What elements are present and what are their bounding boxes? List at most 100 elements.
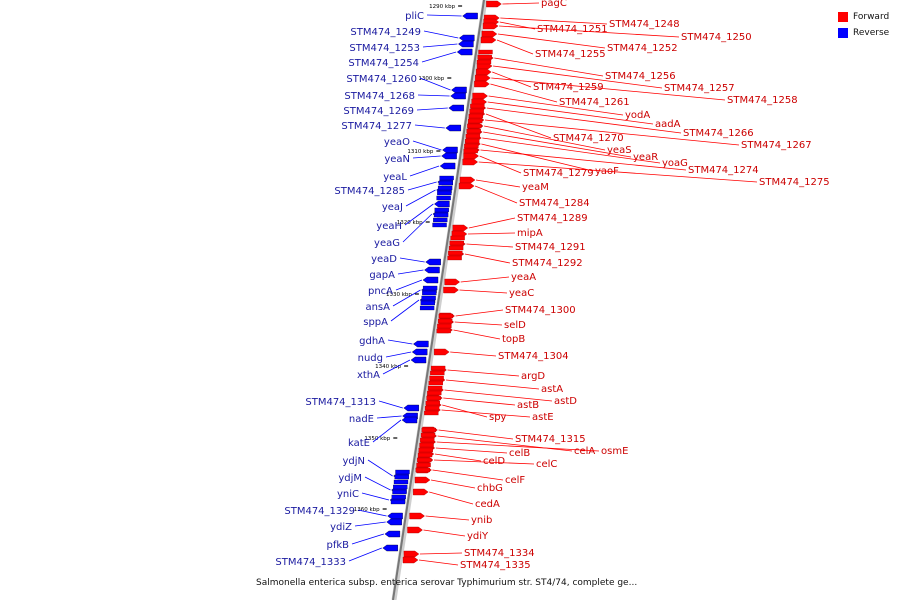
forward-gene-label[interactable]: yoaG bbox=[662, 158, 688, 169]
forward-gene-label[interactable]: yeaC bbox=[509, 288, 534, 299]
forward-gene-label[interactable]: celA bbox=[574, 446, 595, 457]
forward-gene-label[interactable]: STM474_1304 bbox=[498, 351, 569, 362]
legend-reverse[interactable]: Reverse bbox=[838, 25, 889, 41]
reverse-gene-label[interactable]: yeaL bbox=[383, 172, 407, 183]
reverse-gene-label[interactable]: STM474_1333 bbox=[275, 557, 346, 568]
forward-gene-block bbox=[447, 255, 462, 261]
forward-gene-label[interactable]: STM474_1291 bbox=[515, 242, 586, 253]
reverse-gene-label[interactable]: sppA bbox=[363, 317, 388, 328]
reverse-gene-label[interactable]: nudg bbox=[358, 353, 383, 364]
reverse-gene-label[interactable]: pliC bbox=[405, 11, 424, 22]
forward-gene-label[interactable]: yeaM bbox=[522, 182, 549, 193]
reverse-gene-label[interactable]: katE bbox=[348, 438, 370, 449]
forward-gene-label[interactable]: argD bbox=[521, 371, 545, 382]
forward-gene-label[interactable]: celD bbox=[483, 456, 505, 467]
forward-gene-label[interactable]: STM474_1284 bbox=[519, 198, 590, 209]
forward-gene-label[interactable]: STM474_1248 bbox=[609, 19, 680, 30]
forward-gene-leader bbox=[443, 397, 516, 406]
reverse-gene-label[interactable]: ydjM bbox=[338, 473, 362, 484]
forward-gene-leader bbox=[466, 243, 514, 248]
forward-gene-label[interactable]: STM474_1267 bbox=[741, 140, 812, 151]
forward-gene-label[interactable]: STM474_1315 bbox=[515, 434, 586, 445]
reverse-gene-label[interactable]: STM474_1254 bbox=[348, 58, 419, 69]
reverse-gene-label[interactable]: yeaG bbox=[374, 238, 400, 249]
forward-gene-label[interactable]: celF bbox=[505, 475, 525, 486]
reverse-gene-label[interactable]: STM474_1260 bbox=[346, 74, 417, 85]
forward-gene-leader bbox=[425, 515, 470, 521]
forward-gene-label[interactable]: ynib bbox=[471, 515, 492, 526]
forward-gene-label[interactable]: astB bbox=[517, 400, 539, 411]
forward-gene-label[interactable]: STM474_1274 bbox=[688, 165, 759, 176]
forward-gene-label[interactable]: STM474_1279 bbox=[523, 168, 594, 179]
reverse-gene-label[interactable]: yeaO bbox=[384, 137, 410, 148]
forward-gene-label[interactable]: STM474_1256 bbox=[605, 71, 676, 82]
forward-gene-label[interactable]: STM474_1275 bbox=[759, 177, 830, 188]
legend-forward[interactable]: Forward bbox=[838, 9, 889, 25]
reverse-gene-label[interactable]: STM474_1249 bbox=[350, 27, 421, 38]
forward-gene-block bbox=[417, 457, 432, 463]
forward-gene-label[interactable]: selD bbox=[504, 320, 526, 331]
reverse-gene-label[interactable]: pncA bbox=[368, 286, 393, 297]
reverse-gene-label[interactable]: ansA bbox=[365, 302, 390, 313]
forward-gene-label[interactable]: STM474_1334 bbox=[464, 548, 535, 559]
forward-gene-label[interactable]: ydiY bbox=[467, 531, 489, 542]
reverse-gene-label[interactable]: STM474_1313 bbox=[305, 397, 376, 408]
reverse-gene-label[interactable]: STM474_1253 bbox=[349, 43, 420, 54]
forward-gene-label[interactable]: yeaR bbox=[633, 152, 658, 163]
forward-gene-label[interactable]: osmE bbox=[601, 446, 628, 457]
forward-gene-label[interactable]: STM474_1270 bbox=[553, 133, 624, 144]
forward-gene-label[interactable]: cedA bbox=[475, 499, 500, 510]
reverse-gene-label[interactable]: yeaN bbox=[384, 154, 410, 165]
forward-gene-label[interactable]: STM474_1300 bbox=[505, 305, 576, 316]
reverse-gene-label[interactable]: pfkB bbox=[326, 540, 349, 551]
forward-gene-label[interactable]: STM474_1252 bbox=[607, 43, 678, 54]
forward-gene-label[interactable]: STM474_1250 bbox=[681, 32, 752, 43]
forward-gene-label[interactable]: yodA bbox=[625, 110, 650, 121]
reverse-gene-label[interactable]: yeaJ bbox=[382, 202, 403, 213]
forward-gene-label[interactable]: pagC bbox=[541, 0, 567, 9]
forward-gene-label[interactable]: celB bbox=[509, 448, 530, 459]
forward-gene-label[interactable]: chbG bbox=[477, 483, 503, 494]
forward-gene-label[interactable]: STM474_1266 bbox=[683, 128, 754, 139]
reverse-gene-label[interactable]: STM474_1329 bbox=[284, 506, 355, 517]
forward-gene-label[interactable]: aadA bbox=[655, 119, 681, 130]
reverse-gene-label[interactable]: yniC bbox=[337, 489, 359, 500]
reverse-gene-label[interactable]: STM474_1269 bbox=[343, 106, 414, 117]
forward-gene-label[interactable]: STM474_1335 bbox=[460, 560, 531, 571]
reverse-gene-label[interactable]: ydjN bbox=[342, 456, 365, 467]
forward-gene-label[interactable]: STM474_1261 bbox=[559, 97, 630, 108]
forward-gene-label[interactable]: mipA bbox=[517, 228, 543, 239]
forward-gene-label[interactable]: yeaS bbox=[607, 145, 632, 156]
reverse-gene-arrow bbox=[450, 92, 466, 100]
forward-gene-label[interactable]: topB bbox=[502, 334, 525, 345]
forward-gene-label[interactable]: astE bbox=[532, 412, 554, 423]
tick-label: 1290 kbp bbox=[429, 4, 455, 10]
reverse-gene-label[interactable]: gdhA bbox=[359, 336, 385, 347]
reverse-gene-label[interactable]: yeaH bbox=[376, 221, 402, 232]
forward-gene-label[interactable]: celC bbox=[536, 459, 557, 470]
reverse-gene-block bbox=[433, 212, 449, 218]
forward-gene-label[interactable]: STM474_1258 bbox=[727, 95, 798, 106]
reverse-gene-label[interactable]: xthA bbox=[357, 370, 380, 381]
forward-gene-label[interactable]: STM474_1259 bbox=[533, 82, 604, 93]
reverse-gene-label[interactable]: yeaD bbox=[371, 254, 397, 265]
reverse-gene-label[interactable]: ydiZ bbox=[330, 522, 352, 533]
forward-gene-label[interactable]: STM474_1257 bbox=[664, 83, 735, 94]
forward-gene-label[interactable]: STM474_1292 bbox=[512, 258, 583, 269]
forward-gene-label[interactable]: astA bbox=[541, 384, 563, 395]
reverse-gene-label[interactable]: gapA bbox=[369, 270, 395, 281]
forward-gene-label[interactable]: yeaA bbox=[511, 272, 536, 283]
forward-gene-label[interactable]: spy bbox=[489, 412, 507, 423]
reverse-gene-label[interactable]: nadE bbox=[349, 414, 374, 425]
forward-gene-label[interactable]: STM474_1251 bbox=[537, 24, 608, 35]
reverse-gene-label[interactable]: STM474_1277 bbox=[341, 121, 412, 132]
forward-gene-label[interactable]: STM474_1289 bbox=[517, 213, 588, 224]
forward-gene-label[interactable]: astD bbox=[554, 396, 577, 407]
forward-gene-label[interactable]: STM474_1255 bbox=[535, 49, 606, 60]
reverse-gene-block bbox=[395, 469, 410, 475]
reverse-gene-label[interactable]: STM474_1285 bbox=[334, 186, 405, 197]
reverse-gene-label[interactable]: STM474_1268 bbox=[344, 91, 415, 102]
reverse-gene-block bbox=[421, 295, 436, 301]
reverse-gene-leader bbox=[357, 509, 387, 517]
